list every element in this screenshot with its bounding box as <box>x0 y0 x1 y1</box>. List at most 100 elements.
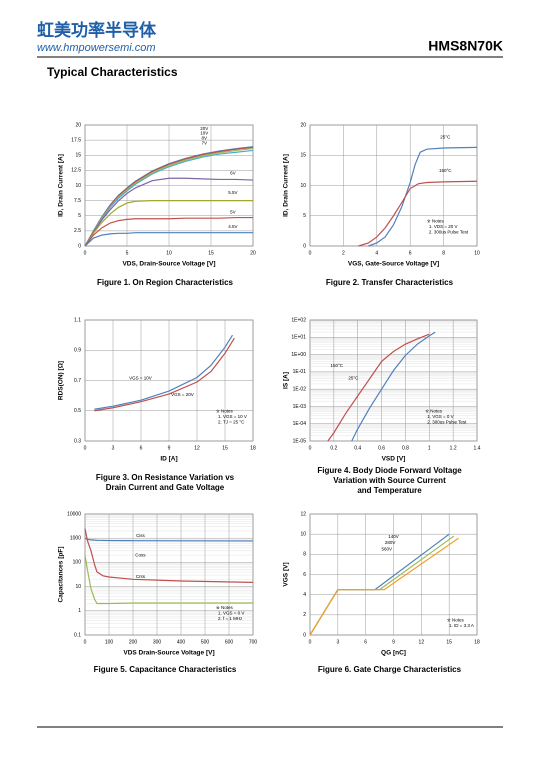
x-tick-label: 15 <box>446 639 452 645</box>
y-tick-label: 0.9 <box>74 348 81 354</box>
x-tick-label: 700 <box>249 639 258 645</box>
figure-caption: Figure 2. Transfer Characteristics <box>326 278 454 287</box>
series-label: 5V <box>230 209 236 214</box>
series-line <box>84 528 254 583</box>
y-tick-label: 1E-01 <box>293 369 307 375</box>
x-axis-label: QG [nC] <box>381 650 406 657</box>
note: 2. TJ = 25 °C <box>218 420 245 425</box>
y-tick-label: 0 <box>78 243 81 249</box>
note: 1. VDS = 20 V <box>429 224 458 229</box>
series-label: 6V <box>230 171 236 176</box>
y-tick-label: 10 <box>75 584 81 590</box>
y-tick-label: 5 <box>303 213 306 219</box>
x-tick-label: 9 <box>392 639 395 645</box>
x-tick-label: 3 <box>336 639 339 645</box>
series-label: Coss <box>135 552 146 557</box>
note: 1. VGS = 10 V <box>218 414 247 419</box>
series-line <box>84 177 254 247</box>
series-line <box>309 537 459 636</box>
y-tick-label: 2.5 <box>74 228 81 234</box>
figure-caption: Figure 1. On Region Characteristics <box>97 278 234 287</box>
series-label: 140V <box>388 534 399 539</box>
x-tick-label: 5 <box>126 250 129 256</box>
y-tick-label: 1E-05 <box>293 438 307 444</box>
y-tick-label: 0.5 <box>74 408 81 414</box>
series-label: Ciss <box>136 533 145 538</box>
series-line <box>84 555 253 605</box>
y-tick-label: 0 <box>303 243 306 249</box>
x-tick-label: 6 <box>364 639 367 645</box>
y-tick-label: 8 <box>303 552 306 558</box>
figure-caption: Variation with Source Current <box>333 476 446 485</box>
series-label: 8V <box>202 135 208 140</box>
y-tick-label: 7.5 <box>74 198 81 204</box>
x-tick-label: 0 <box>84 445 87 451</box>
series-label: 5.5V <box>228 190 237 195</box>
website: www.hmpowersemi.com <box>37 42 156 54</box>
plot-area <box>309 319 478 442</box>
series-label: 150°C <box>439 168 452 173</box>
x-tick-label: 18 <box>250 445 256 451</box>
x-tick-label: 500 <box>201 639 210 645</box>
y-tick-label: 10000 <box>67 511 81 517</box>
x-tick-label: 10 <box>474 250 480 256</box>
series-label: 25°C <box>348 375 359 380</box>
note: 2. 300us Pulse Test <box>429 229 469 234</box>
note: ※ Notes <box>216 409 234 414</box>
y-tick-label: 10 <box>300 531 306 537</box>
y-axis-label: Capacitances [pF] <box>58 547 65 603</box>
x-tick-label: 4 <box>375 250 378 256</box>
x-tick-label: 15 <box>222 445 228 451</box>
figure-caption: Figure 4. Body Diode Forward Voltage <box>317 466 462 475</box>
series-line <box>84 149 254 247</box>
y-tick-label: 10 <box>300 183 306 189</box>
x-tick-label: 6 <box>409 250 412 256</box>
y-axis-label: IS [A] <box>283 372 290 389</box>
note: 1. VGS = 0 V <box>427 414 453 419</box>
series-label: Crss <box>136 574 146 579</box>
y-tick-label: 12.5 <box>71 168 81 174</box>
series-line <box>358 180 478 247</box>
y-tick-label: 4 <box>303 592 306 598</box>
y-tick-label: 1E-03 <box>293 404 307 410</box>
y-tick-label: 1E-04 <box>293 421 307 427</box>
y-tick-label: 1000 <box>70 536 81 542</box>
y-tick-label: 1E-02 <box>293 386 307 392</box>
x-tick-label: 1.4 <box>474 445 481 451</box>
note: ※ Notes <box>447 617 465 622</box>
series-line <box>94 334 233 410</box>
series-line <box>368 146 478 247</box>
figure-caption: Figure 5. Capacitance Characteristics <box>94 665 237 674</box>
note: ※ Notes <box>427 218 445 223</box>
series-label: 20V <box>200 126 208 131</box>
y-tick-label: 2 <box>303 612 306 618</box>
x-tick-label: 20 <box>250 250 256 256</box>
series-label: 280V <box>385 540 396 545</box>
y-tick-label: 5 <box>78 213 81 219</box>
y-tick-label: 12 <box>300 511 306 517</box>
x-tick-label: 15 <box>208 250 214 256</box>
x-tick-label: 3 <box>112 445 115 451</box>
series-line <box>84 537 254 542</box>
plot-area <box>84 513 254 636</box>
x-tick-label: 6 <box>140 445 143 451</box>
series-line <box>351 331 436 442</box>
series-line <box>84 232 253 247</box>
x-tick-label: 0.4 <box>354 445 361 451</box>
y-tick-label: 1E+01 <box>291 335 306 341</box>
figure-caption: Figure 6. Gate Charge Characteristics <box>318 665 462 674</box>
figure-caption: Drain Current and Gate Voltage <box>106 483 225 492</box>
y-tick-label: 1 <box>78 608 81 614</box>
x-axis-label: VSD [V] <box>382 456 406 463</box>
y-tick-label: 0 <box>303 632 306 638</box>
x-tick-label: 1.2 <box>450 445 457 451</box>
series-label: 25°C <box>440 134 451 139</box>
y-axis-label: ID, Drain Current [A] <box>283 154 290 217</box>
x-tick-label: 1 <box>428 445 431 451</box>
series-line <box>84 216 253 247</box>
x-tick-label: 2 <box>342 250 345 256</box>
brand: 虹美功率半导体 <box>37 20 157 41</box>
part-number: HMS8N70K <box>428 38 503 54</box>
figure-caption: Figure 3. On Resistance Variation vs <box>96 473 235 482</box>
series-label: VGS = 10V <box>129 375 152 380</box>
